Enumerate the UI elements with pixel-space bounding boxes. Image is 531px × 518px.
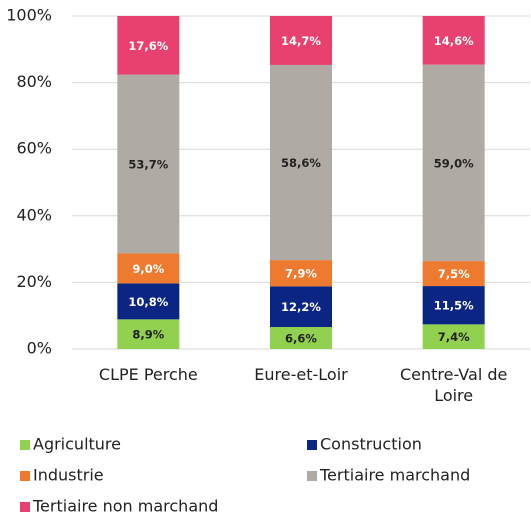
bar-segment — [117, 16, 180, 75]
legend-swatch — [307, 471, 317, 481]
data-label: 7,9% — [285, 267, 317, 281]
bar-segment — [270, 260, 332, 287]
data-label: 53,7% — [128, 158, 168, 172]
x-tick-label: CLPE Perche — [98, 365, 198, 384]
bar-segment — [422, 261, 485, 287]
legend-swatch — [20, 440, 30, 450]
data-label: 14,7% — [281, 34, 321, 48]
y-tick-label: 20% — [16, 272, 52, 291]
legend-label: Tertiaire non marchand — [32, 497, 218, 516]
data-label: 58,6% — [281, 156, 321, 170]
legend-label: Agriculture — [33, 435, 121, 454]
bar-segment — [270, 327, 332, 349]
data-label: 9,0% — [132, 262, 164, 276]
y-tick-label: 60% — [16, 139, 52, 158]
bar-segment — [422, 324, 485, 349]
bar-segment — [270, 64, 332, 261]
legend-label: Industrie — [33, 466, 104, 485]
data-label: 7,5% — [438, 267, 470, 281]
data-label: 7,4% — [438, 330, 470, 344]
bar-segment — [270, 286, 332, 328]
data-label: 59,0% — [434, 156, 474, 170]
data-label: 12,2% — [281, 300, 321, 314]
data-label: 17,6% — [128, 39, 168, 53]
x-tick-label: Eure-et-Loir — [254, 365, 348, 384]
legend-swatch — [20, 502, 30, 512]
data-label: 6,6% — [285, 332, 317, 346]
bar-segment — [270, 16, 332, 65]
bar-segment — [422, 286, 485, 325]
bar-segment — [422, 64, 485, 262]
legend-label: Construction — [320, 435, 422, 454]
bar-segment — [117, 283, 180, 320]
data-label: 14,6% — [434, 34, 474, 48]
data-label: 10,8% — [128, 295, 168, 309]
y-tick-label: 40% — [16, 205, 52, 224]
bar-segment — [117, 253, 180, 284]
data-label: 11,5% — [434, 299, 474, 313]
data-label: 8,9% — [132, 328, 164, 342]
y-tick-label: 0% — [27, 339, 52, 358]
y-tick-label: 80% — [16, 72, 52, 91]
bar-segment — [117, 74, 180, 254]
legend-swatch — [307, 440, 317, 450]
bar-segment — [422, 16, 485, 65]
bar-segment — [117, 319, 180, 349]
legend-label: Tertiaire marchand — [319, 466, 470, 485]
x-tick-label: Centre-Val de Loire — [399, 365, 508, 405]
legend-swatch — [20, 471, 30, 481]
y-tick-label: 100% — [6, 6, 52, 25]
